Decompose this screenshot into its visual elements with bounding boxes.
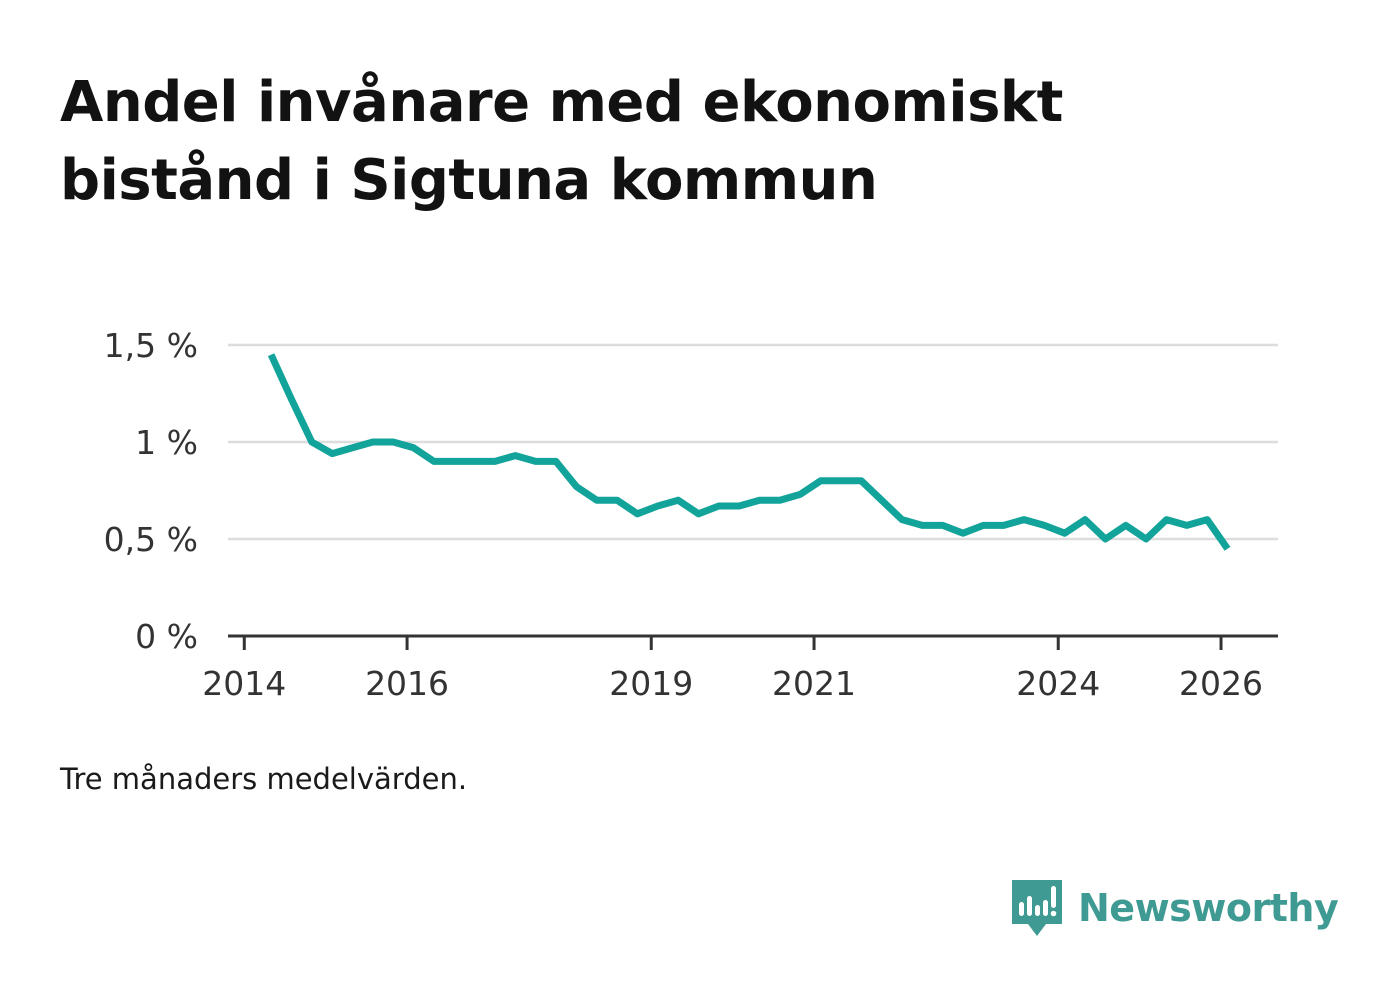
data-point xyxy=(1021,516,1028,523)
data-point xyxy=(1224,545,1231,552)
data-point xyxy=(675,497,682,504)
data-point xyxy=(451,458,458,465)
data-point xyxy=(390,439,397,446)
data-point xyxy=(715,503,722,510)
data-point xyxy=(614,497,621,504)
data-point xyxy=(1000,522,1007,529)
data-point xyxy=(308,439,315,446)
data-point xyxy=(553,458,560,465)
data-point xyxy=(837,477,844,484)
brand-logo[interactable]: Newsworthy xyxy=(1010,878,1339,938)
data-point xyxy=(858,477,865,484)
data-point xyxy=(980,522,987,529)
y-tick-label: 0,5 % xyxy=(104,520,198,559)
data-point xyxy=(471,458,478,465)
y-tick-label: 0 % xyxy=(135,617,198,656)
newsworthy-logo-icon xyxy=(1012,880,1062,936)
data-point xyxy=(268,351,275,358)
x-axis: 2014 2016 2019 2021 2024 2026 xyxy=(202,634,1278,703)
x-tick-label: 2021 xyxy=(772,664,856,703)
data-point xyxy=(1163,516,1170,523)
x-tick-label: 2024 xyxy=(1016,664,1100,703)
y-axis-ticks: 0 % 0,5 % 1 % 1,5 % xyxy=(104,326,198,656)
data-point xyxy=(1041,522,1048,529)
data-point xyxy=(1102,536,1109,543)
data-point xyxy=(288,396,295,403)
data-point xyxy=(492,458,499,465)
data-point xyxy=(817,477,824,484)
chart-caption: Tre månaders medelvärden. xyxy=(60,762,468,796)
x-tick-label: 2026 xyxy=(1179,664,1263,703)
data-point xyxy=(1143,536,1150,543)
data-point xyxy=(329,450,336,457)
data-point xyxy=(756,497,763,504)
data-point xyxy=(410,444,417,451)
x-tick-label: 2019 xyxy=(609,664,693,703)
series-line xyxy=(267,353,1231,551)
chart-title-line-2: bistånd i Sigtuna kommun xyxy=(60,148,878,213)
series-layer xyxy=(267,351,1231,552)
data-point xyxy=(1183,522,1190,529)
data-point xyxy=(573,483,580,490)
y-tick-label: 1,5 % xyxy=(104,326,198,365)
data-point xyxy=(593,497,600,504)
x-tick-label: 2014 xyxy=(202,664,286,703)
y-tick-label: 1 % xyxy=(135,423,198,462)
data-point xyxy=(654,503,661,510)
data-point xyxy=(532,458,539,465)
data-point xyxy=(899,516,906,523)
data-point xyxy=(369,439,376,446)
chart-title: Andel invånare med ekonomiskt bistånd i … xyxy=(60,64,1260,220)
data-point xyxy=(776,497,783,504)
data-point xyxy=(960,530,967,537)
data-point xyxy=(939,522,946,529)
data-point xyxy=(512,452,519,459)
x-tick-label: 2016 xyxy=(365,664,449,703)
data-point xyxy=(736,503,743,510)
data-point xyxy=(430,458,437,465)
data-point xyxy=(878,497,885,504)
data-point xyxy=(1061,530,1068,537)
line-chart: 0 % 0,5 % 1 % 1,5 % 2014 2016 2019 2021 2024 202… xyxy=(104,326,1278,703)
data-point xyxy=(1122,522,1129,529)
data-point xyxy=(797,491,804,498)
data-point xyxy=(634,510,641,517)
brand-name: Newsworthy xyxy=(1078,886,1339,930)
data-point xyxy=(349,444,356,451)
data-point xyxy=(1082,516,1089,523)
chart-title-line-1: Andel invånare med ekonomiskt xyxy=(60,70,1063,135)
data-point xyxy=(1204,516,1211,523)
data-point xyxy=(919,522,926,529)
data-point xyxy=(695,510,702,517)
